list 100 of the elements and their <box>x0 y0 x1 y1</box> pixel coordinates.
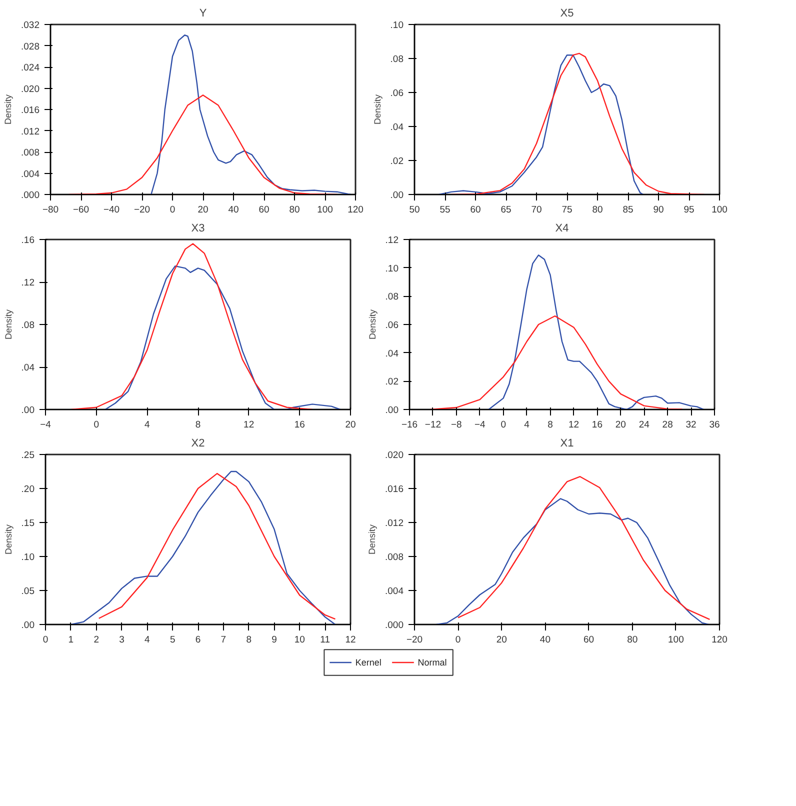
x-tick-label: 8 <box>548 420 553 430</box>
x-tick-label: −40 <box>103 204 120 216</box>
y-tick-label: .00 <box>385 405 399 416</box>
x-tick-label: 80 <box>592 204 603 216</box>
y-axis-title: Density <box>3 524 14 555</box>
y-tick-label: .008 <box>21 148 40 158</box>
chart-title: X4 <box>555 222 569 234</box>
y-tick-label: .10 <box>21 552 35 563</box>
y-tick-label: .12 <box>21 278 35 288</box>
x-tick-label: 16 <box>592 420 602 430</box>
x-tick-label: 2 <box>94 634 99 646</box>
x-tick-label: 16 <box>294 420 305 430</box>
chart-title: Y <box>199 8 208 20</box>
y-tick-label: .25 <box>21 450 35 461</box>
y-tick-label: .024 <box>21 62 40 74</box>
y-tick-label: .12 <box>385 235 399 246</box>
y-tick-label: .06 <box>385 320 399 331</box>
y-axis-title: Density <box>3 94 14 125</box>
x-tick-label: 11 <box>320 634 330 646</box>
y-tick-label: .00 <box>21 405 35 416</box>
y-tick-label: .05 <box>21 586 35 597</box>
x-tick-label: 80 <box>627 634 638 646</box>
x-tick-label: 60 <box>584 634 594 646</box>
y-tick-label: .20 <box>21 484 35 495</box>
x-tick-label: 4 <box>144 420 150 430</box>
x-tick-label: −20 <box>406 634 423 646</box>
y-tick-label: .08 <box>385 292 399 303</box>
x-tick-label: 75 <box>562 204 572 216</box>
line-series <box>488 254 705 410</box>
y-tick-label: .020 <box>385 450 404 461</box>
x-tick-label: −8 <box>451 420 462 430</box>
x-tick-label: 0 <box>170 204 176 216</box>
x-tick-label: 1 <box>68 634 74 646</box>
x-tick-label: 6 <box>195 634 201 646</box>
y-tick-label: .012 <box>385 518 404 529</box>
x-tick-label: 60 <box>470 204 481 216</box>
x-tick-label: 0 <box>500 420 506 430</box>
line-series <box>150 34 352 194</box>
x-tick-label: −12 <box>424 420 442 430</box>
x-tick-label: 8 <box>246 634 252 646</box>
x-tick-label: 100 <box>317 204 333 216</box>
x-tick-label: 7 <box>220 634 226 646</box>
x-tick-label: 0 <box>94 420 99 430</box>
y-tick-label: .00 <box>21 620 35 631</box>
line-series <box>70 243 313 410</box>
y-tick-label: .000 <box>21 190 40 201</box>
x-tick-label: 100 <box>668 634 684 646</box>
chart-title: X5 <box>560 8 574 20</box>
x-tick-label: −60 <box>72 204 90 216</box>
x-tick-label: 55 <box>440 204 450 216</box>
y-axis-title: Density <box>367 308 378 340</box>
y-axis-title: Density <box>367 524 378 555</box>
x-tick-label: 4 <box>524 420 530 430</box>
x-tick-label: 20 <box>496 634 507 646</box>
y-tick-label: .08 <box>390 54 404 65</box>
y-tick-label: .04 <box>21 362 35 374</box>
y-tick-label: .004 <box>21 168 40 180</box>
y-tick-label: .016 <box>21 105 40 116</box>
y-tick-label: .016 <box>385 484 404 495</box>
x-tick-label: 36 <box>709 420 720 430</box>
y-tick-label: .028 <box>21 41 40 52</box>
y-tick-label: .04 <box>390 122 404 133</box>
x-tick-label: 9 <box>272 634 277 646</box>
y-axis-title: Density <box>3 308 14 340</box>
x-tick-label: 80 <box>289 204 300 216</box>
y-tick-label: .00 <box>390 190 404 201</box>
x-tick-label: −4 <box>40 420 51 430</box>
y-tick-label: .032 <box>21 20 40 31</box>
x-tick-label: 40 <box>540 634 551 646</box>
x-tick-label: 85 <box>622 204 634 216</box>
y-tick-label: .020 <box>21 84 40 95</box>
x-tick-label: 12 <box>345 634 356 646</box>
x-tick-label: 0 <box>455 634 461 646</box>
y-tick-label: .10 <box>390 20 404 31</box>
y-tick-label: .012 <box>21 126 40 138</box>
x-tick-label: 8 <box>195 420 201 430</box>
x-tick-label: 60 <box>258 204 270 216</box>
x-tick-label: 120 <box>712 634 728 646</box>
chart-title: X1 <box>560 438 574 450</box>
x-tick-label: 70 <box>531 204 542 216</box>
x-tick-label: 32 <box>686 420 696 430</box>
y-tick-label: .15 <box>21 518 35 529</box>
line-series <box>104 265 341 410</box>
x-tick-label: 120 <box>348 204 364 216</box>
y-tick-label: .000 <box>385 620 404 631</box>
x-tick-label: 0 <box>42 634 48 646</box>
x-tick-label: −4 <box>474 420 486 430</box>
chart-title: X2 <box>191 438 205 450</box>
x-tick-label: 3 <box>119 634 124 646</box>
x-tick-label: 24 <box>638 420 650 430</box>
x-tick-label: 5 <box>170 634 176 646</box>
x-tick-label: 10 <box>294 634 305 646</box>
y-tick-label: .02 <box>385 376 399 388</box>
x-tick-label: −20 <box>134 204 150 216</box>
x-tick-label: 95 <box>684 204 694 216</box>
x-tick-label: 4 <box>144 634 150 646</box>
y-tick-label: .16 <box>21 235 35 246</box>
line-series <box>436 498 710 624</box>
y-axis-title: Density <box>372 94 382 125</box>
y-tick-label: .10 <box>385 263 399 274</box>
